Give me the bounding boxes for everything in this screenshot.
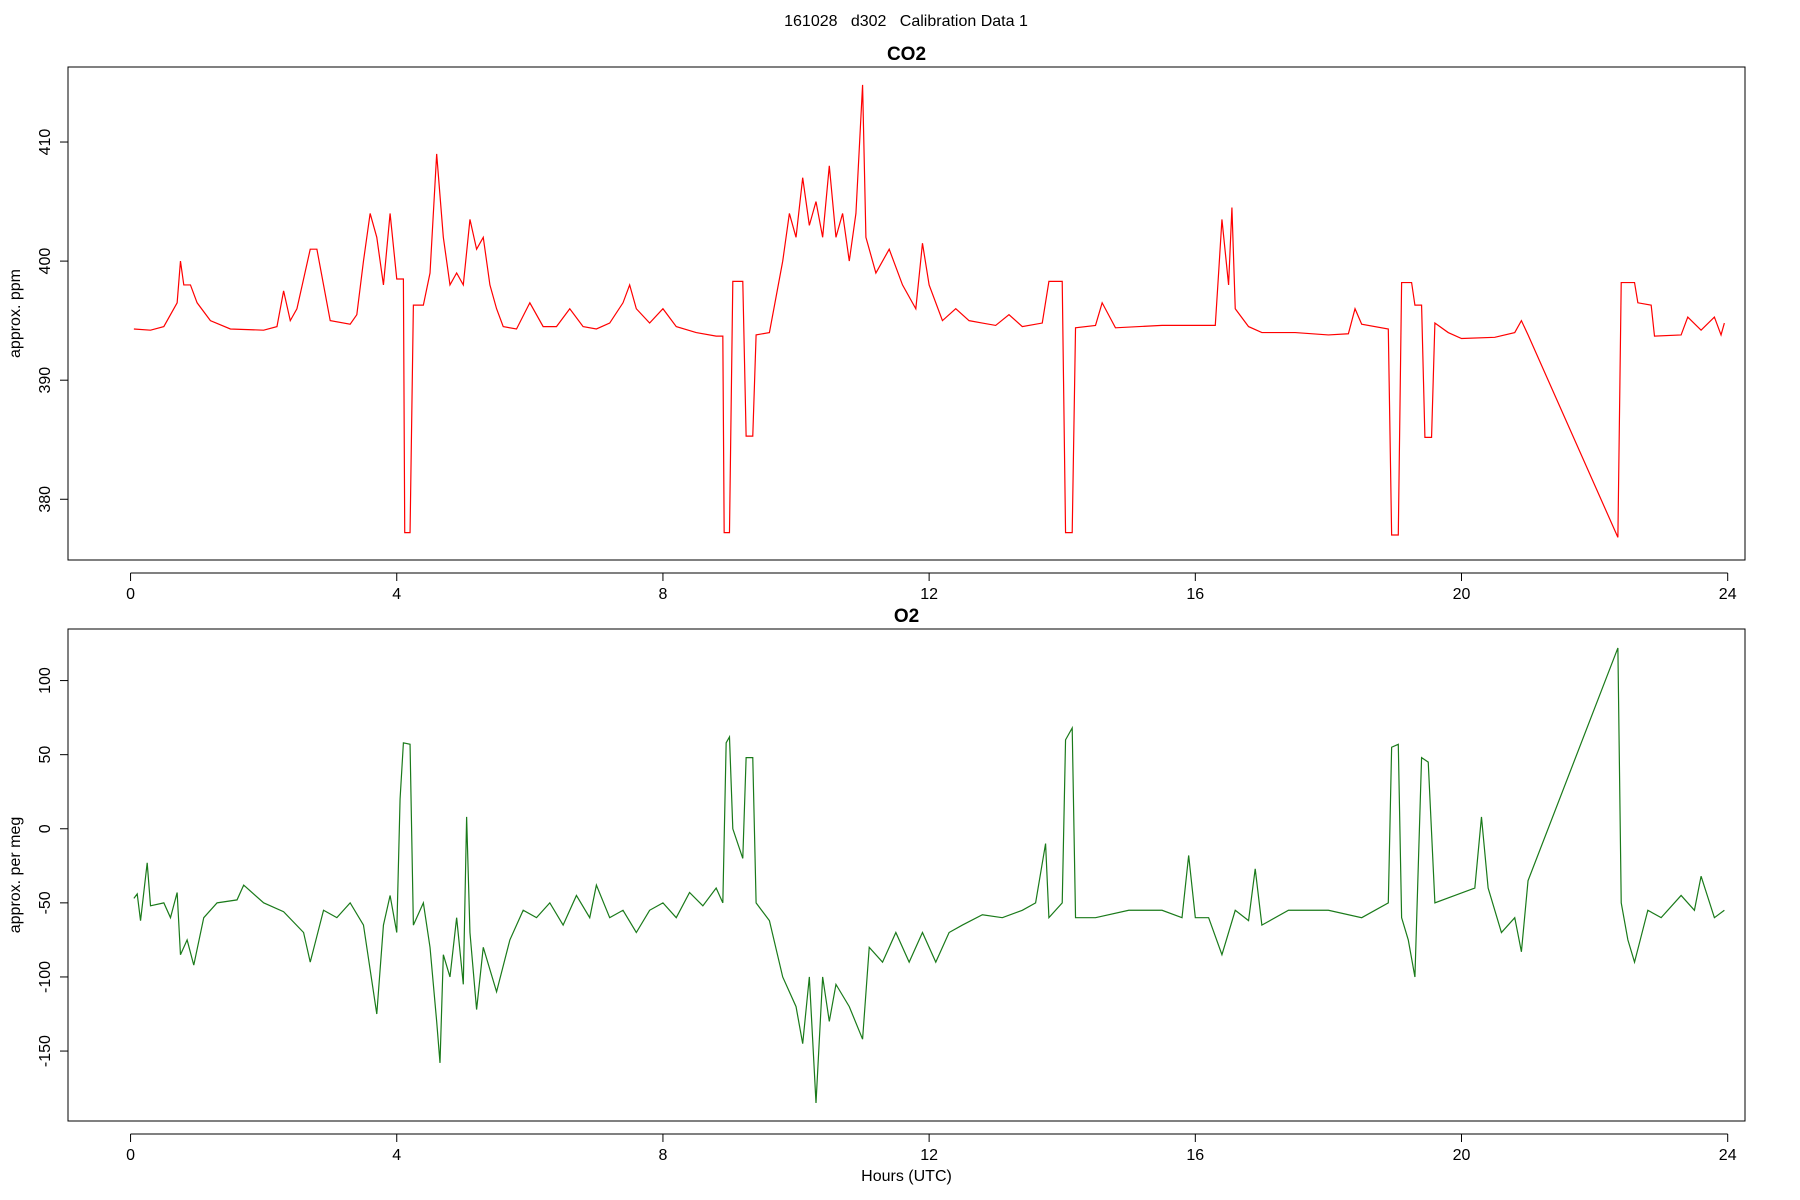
x-tick-label: 12	[920, 586, 938, 603]
figure-title: 161028 d302 Calibration Data 1	[784, 13, 1028, 30]
y-tick-label: 380	[37, 486, 54, 513]
x-tick-label: 16	[1186, 1147, 1204, 1164]
x-tick-label: 16	[1186, 586, 1204, 603]
y-tick-label: 50	[37, 746, 54, 764]
data-line	[133, 647, 1725, 1103]
x-tick-label: 0	[126, 586, 135, 603]
panel-title: O2	[894, 606, 919, 627]
x-tick-label: 0	[126, 1147, 135, 1164]
x-tick-label: 12	[920, 1147, 938, 1164]
x-tick-label: 8	[658, 586, 667, 603]
y-tick-label: 400	[37, 248, 54, 275]
x-tick-label: 24	[1719, 1147, 1737, 1164]
y-tick-label: 410	[37, 129, 54, 156]
x-tick-label: 24	[1719, 586, 1737, 603]
data-line	[133, 84, 1725, 538]
x-tick-label: 4	[392, 586, 401, 603]
x-tick-label: 20	[1453, 1147, 1471, 1164]
panel-title: CO2	[887, 44, 926, 65]
y-tick-label: -150	[37, 1035, 54, 1067]
y-tick-label: -50	[37, 891, 54, 914]
y-tick-label: 390	[37, 367, 54, 394]
y-axis-label: approx. per meg	[7, 817, 24, 934]
x-tick-label: 4	[392, 1147, 401, 1164]
x-tick-label: 8	[658, 1147, 667, 1164]
y-axis-label: approx. ppm	[7, 269, 24, 358]
y-tick-label: 0	[37, 824, 54, 833]
y-tick-label: -100	[37, 961, 54, 993]
x-axis-label: Hours (UTC)	[861, 1168, 952, 1185]
y-tick-label: 100	[37, 667, 54, 694]
x-tick-label: 20	[1453, 586, 1471, 603]
